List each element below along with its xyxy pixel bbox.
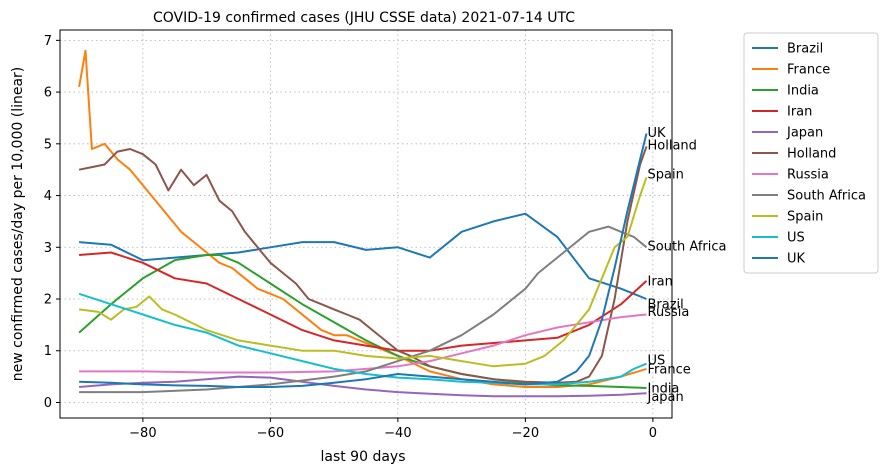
- series-line-uk: [79, 133, 648, 388]
- series-line-russia: [79, 313, 647, 374]
- y-tick-label: 3: [44, 241, 52, 256]
- legend-entry: Brazil: [787, 42, 823, 57]
- legend-entry: France: [787, 63, 830, 78]
- legend-entry: US: [787, 231, 805, 246]
- legend-entry: India: [787, 84, 819, 99]
- x-axis-ticks: −80 −60 −40 −20 0: [129, 418, 657, 441]
- end-label-brazil: Brazil: [648, 298, 684, 313]
- legend-entry: Iran: [787, 105, 812, 120]
- y-tick-label: 7: [44, 34, 52, 49]
- y-tick-label: 5: [44, 137, 52, 152]
- y-tick-label: 4: [44, 189, 52, 204]
- legend-frame: [743, 32, 879, 274]
- series-line-spain: [78, 177, 648, 368]
- y-axis-label: new confirmed cases/day per 10,000 (line…: [10, 67, 26, 382]
- series-line-south-africa: [79, 225, 648, 394]
- y-axis-ticks: 0 1 2 3 4 5 6 7: [44, 34, 60, 411]
- end-label-us: US: [648, 354, 666, 369]
- legend-entry: South Africa: [787, 189, 866, 204]
- end-label-japan: Japan: [647, 390, 684, 405]
- end-label-india: India: [648, 381, 680, 396]
- series-line-brazil: [79, 212, 647, 300]
- y-tick-label: 1: [44, 344, 52, 359]
- x-axis-label: last 90 days: [320, 449, 405, 465]
- series-line-iran: [79, 251, 648, 352]
- y-tick-label: 2: [44, 293, 52, 308]
- end-label-france: France: [648, 362, 691, 377]
- end-label-uk: UK: [648, 126, 667, 141]
- plot-frame: [59, 29, 673, 419]
- end-label-russia: Russia: [648, 305, 690, 320]
- legend-entry: Holland: [787, 147, 836, 162]
- end-label-iran: Iran: [648, 274, 673, 289]
- series-lines: [78, 49, 648, 398]
- legend: Brazil France India Iran Japan Holland Russia S…: [743, 32, 879, 274]
- chart-title: COVID-19 confirmed cases (JHU CSSE data)…: [153, 10, 575, 26]
- end-label-spain: Spain: [648, 167, 684, 182]
- x-tick-label: −80: [129, 426, 156, 441]
- y-tick-label: 6: [44, 86, 52, 101]
- x-tick-label: −60: [257, 426, 284, 441]
- legend-entry: Japan: [786, 126, 823, 141]
- x-tick-label: 0: [649, 426, 657, 441]
- end-label-south-africa: South Africa: [648, 240, 727, 255]
- legend-entry: Spain: [787, 210, 823, 225]
- legend-entry: Russia: [787, 168, 829, 183]
- series-line-holland: [78, 146, 648, 384]
- x-tick-label: −40: [384, 426, 411, 441]
- y-tick-label: 0: [44, 396, 52, 411]
- series-line-japan: [79, 375, 647, 398]
- x-tick-label: −20: [512, 426, 539, 441]
- grid-lines: [60, 30, 672, 418]
- legend-entry: UK: [787, 252, 806, 267]
